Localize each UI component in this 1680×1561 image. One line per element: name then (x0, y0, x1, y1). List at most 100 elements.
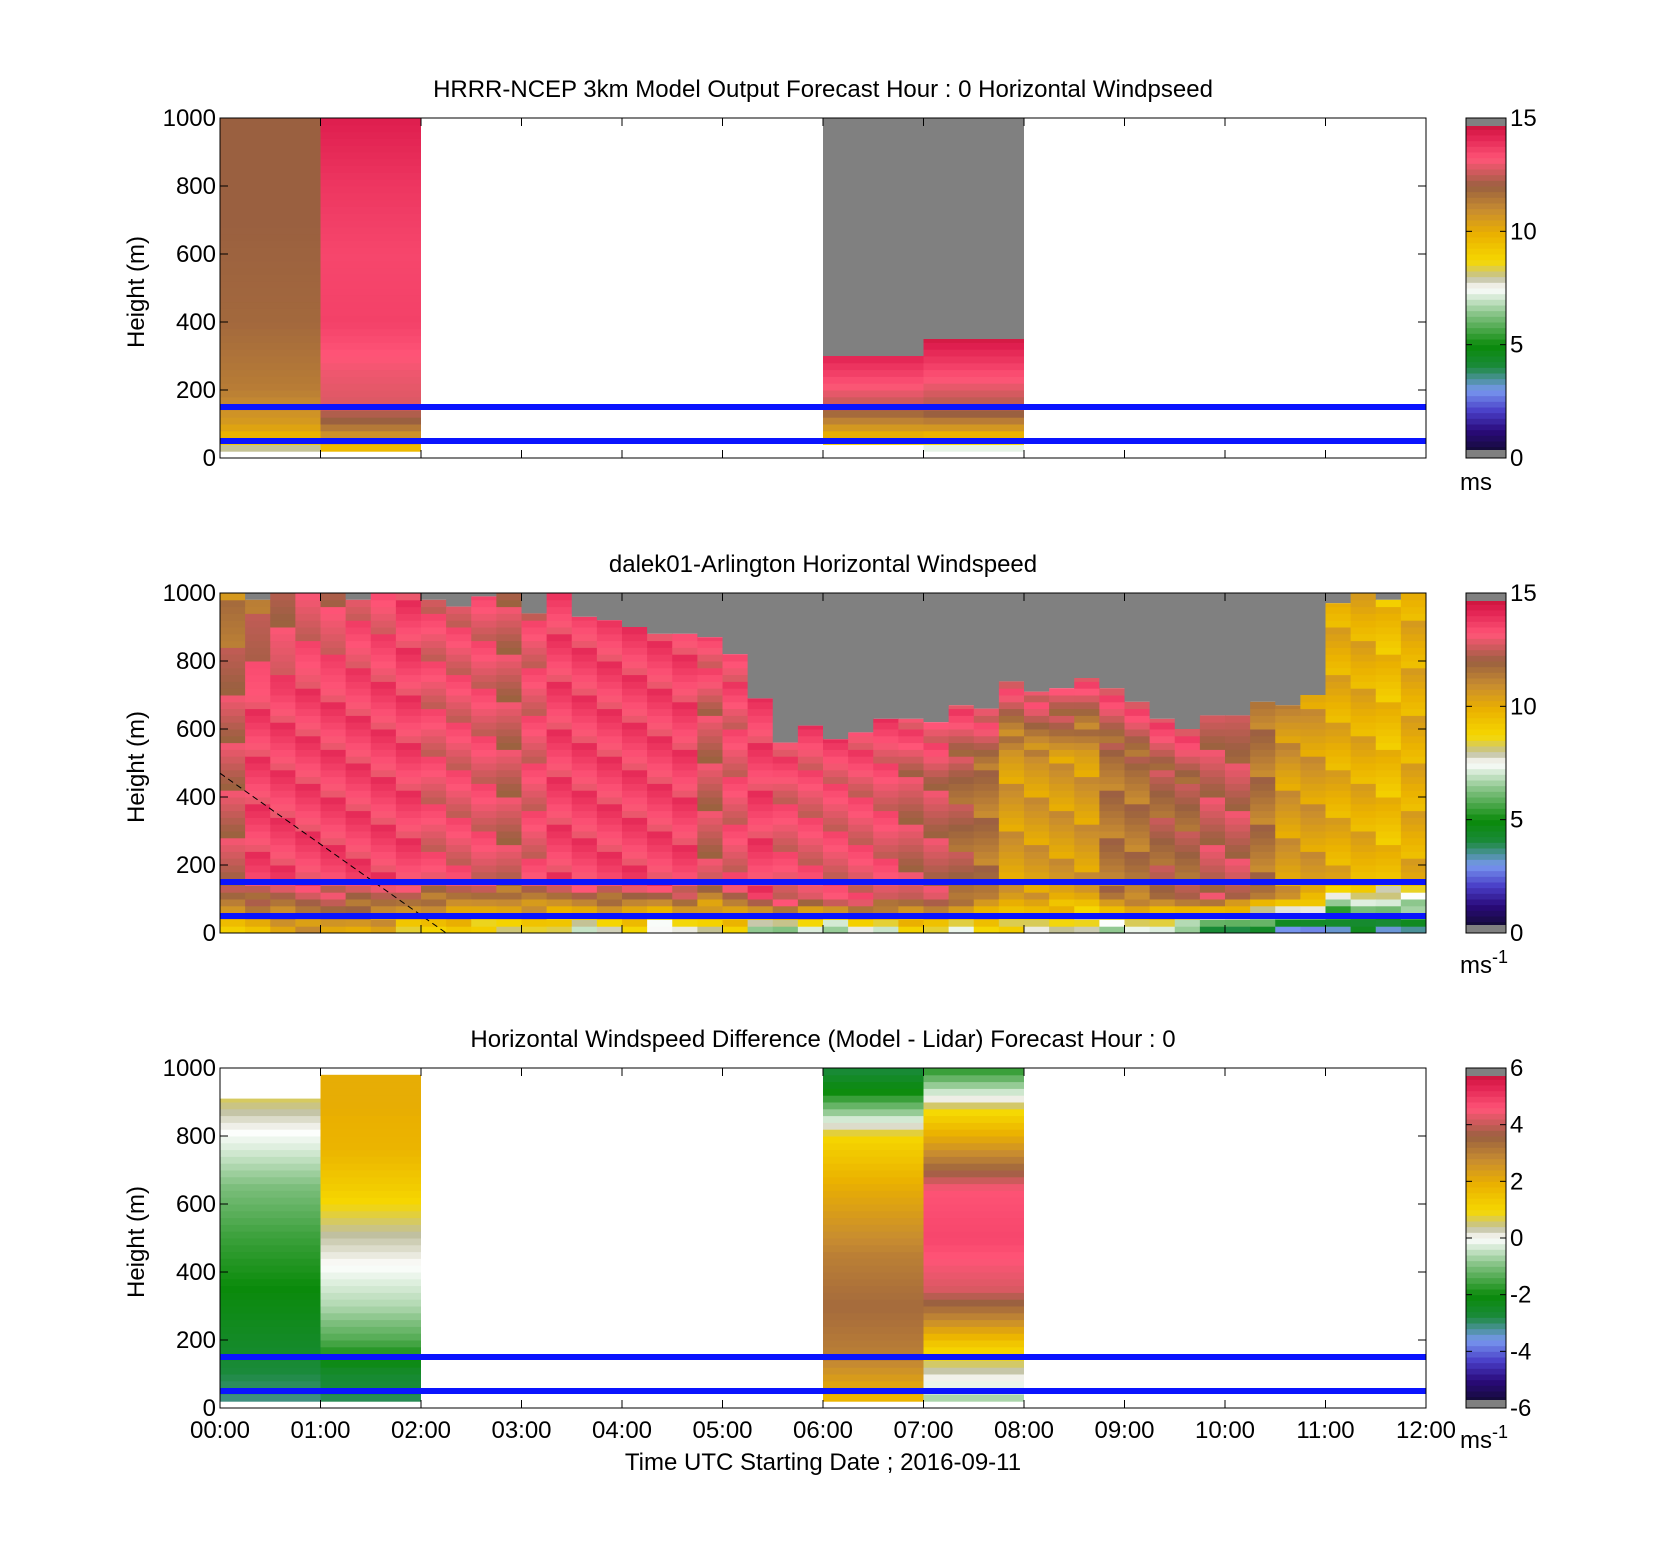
heatmap-cell (295, 647, 321, 655)
heatmap-cell (320, 613, 347, 621)
heatmap-cell (471, 654, 497, 662)
heatmap-cell (571, 681, 598, 689)
colorbar-segment (1466, 123, 1506, 130)
heatmap-cell (446, 803, 472, 812)
heatmap-cell (647, 729, 673, 737)
heatmap-cell (1325, 603, 1352, 608)
heatmap-cell (395, 803, 422, 812)
heatmap-cell (823, 444, 924, 452)
heatmap-cell (295, 640, 321, 648)
heatmap-cell (948, 885, 975, 893)
heatmap-cell (722, 695, 749, 703)
heatmap-cell (772, 810, 799, 818)
heatmap-cell (596, 797, 623, 805)
heatmap-cell (471, 701, 497, 710)
heatmap-cell (1199, 756, 1226, 764)
heatmap-cell (923, 1204, 1024, 1212)
heatmap-cell (245, 599, 271, 608)
heatmap-cell (923, 899, 950, 907)
colorbar-segment (1466, 1396, 1506, 1403)
heatmap-cell (672, 803, 698, 812)
heatmap-cell (596, 769, 623, 778)
heatmap-cell (596, 640, 623, 648)
heatmap-cell (320, 1081, 421, 1089)
data-column (1174, 593, 1201, 934)
heatmap-cell (973, 885, 1000, 893)
heatmap-cell (873, 756, 899, 764)
heatmap-cell (1074, 708, 1100, 716)
heatmap-cell (320, 1380, 421, 1389)
heatmap-cell (823, 1115, 924, 1123)
heatmap-cell (395, 661, 422, 669)
heatmap-cell (898, 817, 924, 825)
heatmap-cell (596, 681, 623, 689)
heatmap-cell (923, 1278, 1024, 1287)
heatmap-cell (1300, 837, 1326, 846)
colorbar-segment (1466, 842, 1506, 849)
heatmap-cell (1099, 695, 1125, 703)
colorbar-segment (1466, 859, 1506, 866)
heatmap-cell (270, 817, 296, 825)
heatmap-cell (471, 599, 497, 608)
heatmap-cell (496, 769, 522, 778)
heatmap-cell (622, 824, 648, 832)
heatmap-cell (596, 749, 623, 757)
heatmap-cell (1199, 871, 1226, 880)
heatmap-cell (320, 322, 421, 330)
heatmap-cell (320, 695, 347, 703)
heatmap-cell (270, 701, 296, 710)
heatmap-cell (873, 871, 899, 880)
heatmap-cell (672, 640, 698, 648)
heatmap-cell (898, 837, 924, 846)
heatmap-cell (797, 851, 824, 859)
heatmap-cell (1049, 708, 1075, 716)
heatmap-cell (1074, 715, 1100, 723)
heatmap-cell (596, 661, 623, 669)
colorbar-tick-label: -4 (1510, 1338, 1531, 1365)
heatmap-cell (471, 647, 497, 655)
heatmap-cell (1375, 844, 1402, 852)
heatmap-cell (1275, 783, 1301, 791)
heatmap-cell (220, 247, 321, 255)
heatmap-cell (571, 817, 598, 825)
heatmap-cell (245, 681, 271, 689)
heatmap-cell (596, 803, 623, 812)
heatmap-cell (1375, 627, 1402, 635)
heatmap-cell (320, 1102, 421, 1110)
colorbar-segment (1466, 768, 1506, 775)
colorbar-segment (1466, 1323, 1506, 1330)
heatmap-cell (1375, 640, 1402, 648)
heatmap-cell (772, 749, 799, 757)
heatmap-cell (521, 824, 548, 832)
heatmap-cell (220, 301, 321, 309)
heatmap-cell (1074, 899, 1100, 907)
heatmap-cell (823, 1197, 924, 1205)
heatmap-cell (1225, 729, 1251, 737)
heatmap-cell (1099, 905, 1125, 914)
heatmap-cell (571, 858, 598, 866)
heatmap-cell (220, 735, 246, 744)
heatmap-cell (471, 871, 497, 880)
heatmap-cell (320, 926, 347, 934)
heatmap-cell (1149, 858, 1176, 866)
heatmap-cell (220, 858, 246, 866)
data-column (1400, 593, 1427, 934)
heatmap-cell (823, 1326, 924, 1334)
heatmap-cell (948, 797, 975, 805)
heatmap-cell (1375, 783, 1402, 791)
heatmap-cell (1174, 871, 1201, 880)
heatmap-cell (1124, 905, 1151, 914)
heatmap-cell (1199, 926, 1226, 934)
heatmap-cell (220, 145, 321, 153)
heatmap-cell (722, 837, 749, 846)
heatmap-cell (446, 722, 472, 730)
heatmap-cell (571, 667, 598, 676)
heatmap-cell (622, 708, 648, 716)
heatmap-cell (1400, 640, 1427, 648)
heatmap-cell (722, 858, 749, 866)
heatmap-cell (923, 837, 950, 846)
heatmap-cell (521, 701, 548, 710)
colorbar-segment (1466, 1345, 1506, 1352)
heatmap-cell (220, 213, 321, 221)
